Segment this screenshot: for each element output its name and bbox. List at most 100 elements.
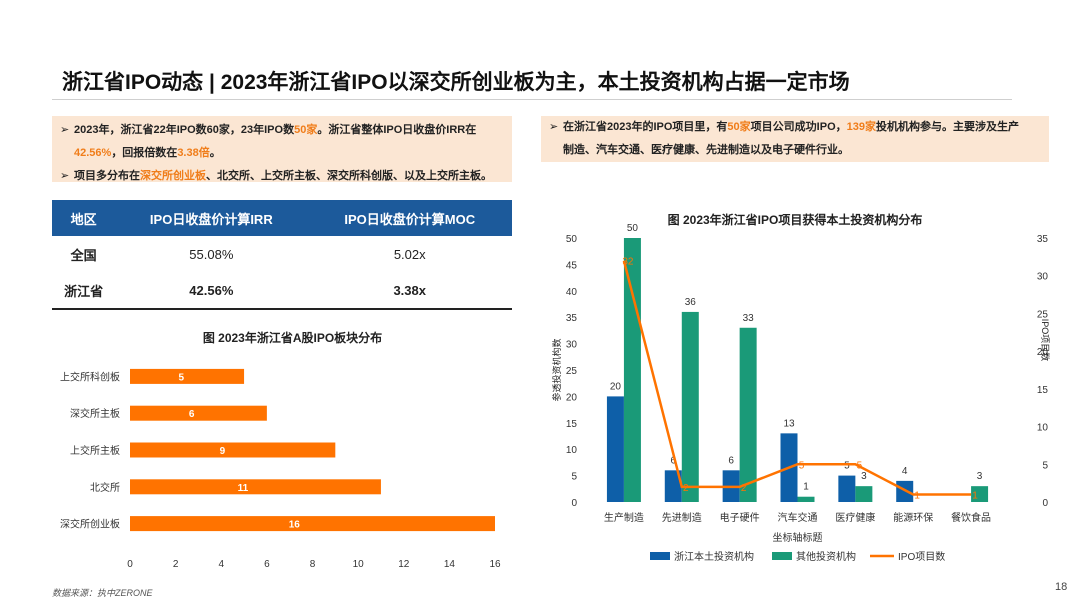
line-data-label: 32: [622, 257, 634, 268]
category-label: 餐饮食品: [951, 511, 991, 524]
table-header-cell: IPO日收盘价计算IRR: [115, 200, 308, 236]
y2-tick-label: 15: [1037, 385, 1049, 396]
arrow-bullet-icon: ➢: [60, 170, 70, 182]
y-tick-label: 15: [566, 419, 578, 430]
bar: [797, 496, 815, 502]
y-axis-title: 参透投资机构数: [551, 338, 562, 401]
data-label: 3: [977, 471, 983, 482]
summary-callout-right: ➢ 在浙江省2023年的IPO项目里，有50家项目公司成功IPO，139家投机机构…: [541, 116, 1049, 162]
callout-right-line-2: 制造、汽车交通、医疗健康、先进制造以及电子硬件行业。: [563, 144, 849, 156]
y-tick-label: 20: [566, 392, 578, 403]
x-tick-label: 10: [353, 559, 365, 570]
x-tick-label: 2: [173, 559, 179, 570]
callout-right-line-1: ➢ 在浙江省2023年的IPO项目里，有50家项目公司成功IPO，139家投机机构…: [549, 116, 1041, 139]
table-row: 浙江省 42.56% 3.38x: [52, 272, 512, 310]
table-cell: 55.08%: [189, 246, 234, 262]
arrow-bullet-icon: ➢: [60, 124, 70, 136]
callout-left-line-2: 42.56%，回报倍数在3.38倍。: [74, 147, 221, 159]
line-data-label: 2: [741, 483, 747, 494]
category-label: 北交所: [90, 481, 120, 494]
y-tick-label: 35: [566, 313, 578, 324]
y-tick-label: 10: [566, 445, 578, 456]
table-cell: 浙江省: [52, 272, 116, 310]
legend-swatch: [772, 552, 792, 560]
category-label: 深交所创业板: [60, 518, 120, 531]
y2-tick-label: 10: [1037, 423, 1049, 434]
x-tick-label: 12: [398, 559, 410, 570]
y2-axis-title: IPO项目数: [1040, 319, 1051, 362]
data-label: 6: [189, 409, 195, 420]
bar: [971, 486, 989, 502]
x-tick-label: 4: [218, 559, 224, 570]
table-cell: 42.56%: [115, 272, 308, 310]
category-label: 上交所主板: [70, 444, 120, 457]
bar: [606, 396, 624, 502]
line-data-label: 1: [914, 490, 920, 501]
board-distribution-chart: 图 2023年浙江省A股IPO板块分布 16 深交所创业板 11 北交所 9 上交所主板 6 深…: [60, 330, 501, 570]
line-data-label: 2: [683, 483, 689, 494]
callout-left-line-1: ➢ 2023年，浙江省22年IPO数60家，23年IPO数50家。浙江省整体IPO…: [60, 119, 504, 142]
chart-title: 图 2023年浙江省A股IPO板块分布: [203, 330, 382, 345]
data-label: 6: [671, 455, 677, 466]
data-source: 数据来源：执中ZERONE: [52, 588, 153, 598]
data-label: 5: [844, 461, 850, 472]
bar: [130, 442, 336, 458]
y2-tick-label: 5: [1042, 460, 1048, 471]
category-label: 先进制造: [662, 511, 702, 524]
y-tick-label: 45: [566, 260, 578, 271]
summary-callout-left: ➢ 2023年，浙江省22年IPO数60家，23年IPO数50家。浙江省整体IPO…: [52, 116, 512, 182]
data-label: 36: [685, 297, 697, 308]
y-tick-label: 40: [566, 287, 578, 298]
line-data-label: 5: [857, 460, 863, 471]
table-cell: 5.02x: [393, 246, 426, 262]
legend-label: 其他投资机构: [796, 550, 856, 563]
data-label: 3: [861, 471, 867, 482]
category-label: 深交所主板: [70, 407, 120, 420]
data-label: 4: [902, 466, 908, 477]
x-tick-label: 0: [127, 559, 133, 570]
bar: [681, 311, 699, 502]
x-axis-title: 坐标轴标题: [773, 531, 823, 544]
page-number: 18: [1055, 581, 1068, 593]
bar: [130, 405, 267, 421]
category-label: 电子硬件: [720, 511, 760, 524]
bar: [130, 368, 245, 384]
y2-tick-label: 35: [1037, 234, 1049, 245]
legend-swatch: [650, 552, 670, 560]
table-header-cell: IPO日收盘价计算MOC: [307, 200, 512, 236]
data-label: 50: [627, 223, 639, 234]
y2-tick-label: 0: [1042, 498, 1048, 509]
data-label: 20: [610, 381, 622, 392]
y-tick-label: 0: [571, 498, 577, 509]
y-tick-label: 50: [566, 234, 578, 245]
callout-left-line-3: ➢ 项目多分布在深交所创业板、北交所、上交所主板、深交所科创版、以及上交所主板。: [60, 165, 504, 188]
title-divider: [52, 99, 1012, 100]
series-line: [622, 260, 972, 496]
data-label: 16: [289, 520, 301, 531]
legend-label: IPO项目数: [898, 550, 945, 563]
investor-distribution-chart: 图 2023年浙江省IPO项目获得本土投资机构分布051015202530354…: [551, 212, 1051, 563]
page-title: 浙江省IPO动态 | 2023年浙江省IPO以深交所创业板为主，本土投资机构占据…: [62, 71, 850, 94]
data-label: 6: [728, 455, 734, 466]
irr-moc-table: 地区 IPO日收盘价计算IRR IPO日收盘价计算MOC 全国 55.08% 5…: [52, 200, 512, 310]
category-label: 能源环保: [893, 511, 933, 524]
bar: [664, 470, 682, 502]
y2-tick-label: 30: [1037, 272, 1049, 283]
table-header-row: 地区 IPO日收盘价计算IRR IPO日收盘价计算MOC: [52, 200, 512, 236]
data-label: 11: [238, 483, 249, 494]
bar: [855, 486, 873, 502]
bar: [896, 480, 914, 502]
y-tick-label: 30: [566, 340, 578, 351]
arrow-bullet-icon: ➢: [549, 121, 559, 133]
table-cell: 3.38x: [307, 272, 512, 310]
data-label: 5: [179, 372, 185, 383]
category-label: 医疗健康: [835, 511, 875, 524]
y2-tick-label: 20: [1037, 347, 1049, 358]
y-tick-label: 25: [566, 366, 578, 377]
data-label: 1: [803, 482, 809, 493]
y2-tick-label: 25: [1037, 309, 1049, 320]
category-label: 上交所科创板: [60, 370, 120, 383]
data-label: 13: [783, 418, 795, 429]
category-label: 汽车交通: [778, 511, 818, 524]
x-tick-label: 8: [310, 559, 316, 570]
